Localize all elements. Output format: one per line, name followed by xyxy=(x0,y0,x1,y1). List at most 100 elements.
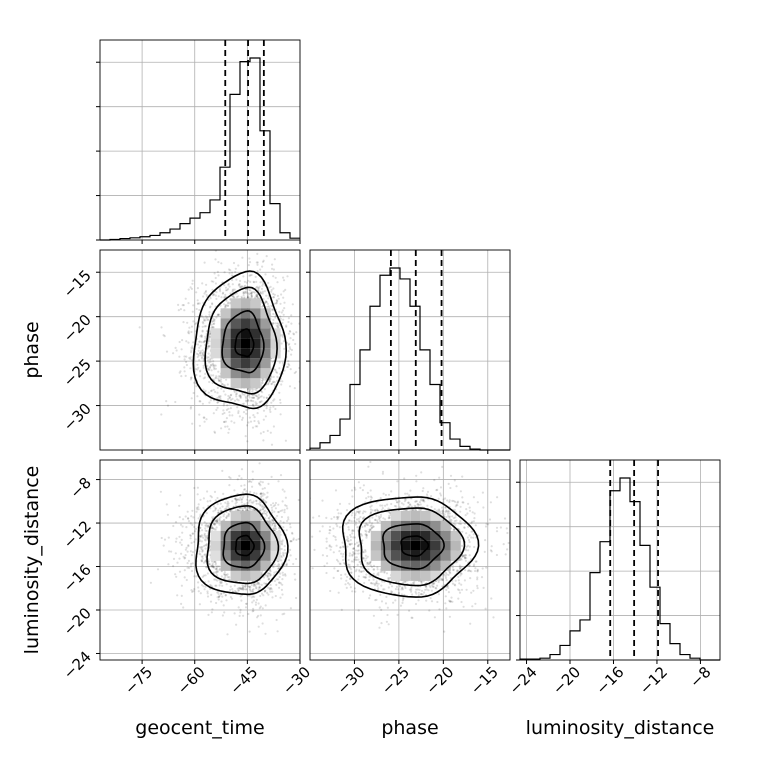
density-cell xyxy=(390,530,401,541)
density-cell xyxy=(380,530,391,541)
density-cell xyxy=(240,540,251,551)
y-tick-label-phase-1: −25 xyxy=(60,355,95,390)
x-axis-label-geocent_time: geocent_time xyxy=(135,717,264,739)
density-cell xyxy=(270,540,281,551)
density-cell xyxy=(220,550,231,561)
density-cell xyxy=(230,570,241,581)
contour-3 xyxy=(195,493,289,596)
density-cell xyxy=(250,510,261,521)
density-cell xyxy=(260,308,271,319)
contour-2 xyxy=(206,505,280,585)
density-cell xyxy=(420,530,431,541)
density-panel-geocent_time-luminosity_distance xyxy=(96,459,301,664)
density-cell xyxy=(240,520,251,531)
density-cell xyxy=(250,560,261,571)
x-tick-label-phase-0: −30 xyxy=(333,663,368,698)
density-cell xyxy=(230,308,241,319)
density-cell xyxy=(260,540,271,551)
density-cell xyxy=(410,510,421,521)
density-cell xyxy=(210,550,221,561)
density-cell xyxy=(240,338,251,349)
density-cell xyxy=(240,358,251,369)
x-tick-label-luminosity_distance-3: −12 xyxy=(636,663,671,698)
density-cell xyxy=(420,510,431,521)
density-cell xyxy=(270,338,281,349)
density-cell xyxy=(230,520,241,531)
panel-frame xyxy=(99,39,301,241)
density-cell xyxy=(430,560,441,571)
density-cell xyxy=(250,318,261,329)
x-tick-label-geocent_time-3: −30 xyxy=(279,663,314,698)
density-cell xyxy=(240,308,251,319)
x-tick-label-phase-3: −15 xyxy=(467,663,502,698)
density-cell xyxy=(270,550,281,561)
density-cell xyxy=(210,530,221,541)
density-cell xyxy=(400,530,411,541)
density-cell xyxy=(270,348,281,359)
density-cell xyxy=(240,570,251,581)
x-tick-label-luminosity_distance-0: −24 xyxy=(506,663,541,698)
density-cell xyxy=(250,328,261,339)
density-cell xyxy=(220,368,231,379)
histogram-panel-phase xyxy=(306,249,511,454)
density-cell xyxy=(220,348,231,359)
density-cell xyxy=(440,550,451,561)
contour-3 xyxy=(192,270,288,410)
density-cell xyxy=(430,510,441,521)
density-cell xyxy=(420,540,431,551)
density-cell xyxy=(230,358,241,369)
density-cell xyxy=(390,540,401,551)
density-cell xyxy=(250,298,261,309)
density-cell xyxy=(230,510,241,521)
density-cell xyxy=(260,318,271,329)
histogram-step-luminosity_distance xyxy=(519,477,720,661)
density-cell xyxy=(260,530,271,541)
density-cell xyxy=(410,560,421,571)
y-tick-label-phase-3: −15 xyxy=(60,266,95,301)
y-tick-label-phase-0: −30 xyxy=(60,400,95,435)
density-cell xyxy=(440,530,451,541)
density-cell xyxy=(250,308,261,319)
density-cell xyxy=(250,358,261,369)
density-cell xyxy=(220,520,231,531)
density-cell xyxy=(210,348,221,359)
density-panel-phase-luminosity_distance xyxy=(309,459,511,664)
x-tick-label-luminosity_distance-1: −20 xyxy=(549,663,584,698)
density-cell xyxy=(230,348,241,359)
density-cell xyxy=(260,520,271,531)
density-cell xyxy=(260,560,271,571)
x-axis-label-phase: phase xyxy=(381,717,438,739)
density-cell xyxy=(450,540,461,551)
density-cell xyxy=(400,560,411,571)
x-tick-label-luminosity_distance-4: −8 xyxy=(686,663,714,691)
contour-0 xyxy=(234,328,255,358)
density-cell xyxy=(260,328,271,339)
histogram-step-phase xyxy=(309,267,510,451)
density-cell xyxy=(420,550,431,561)
contour-1 xyxy=(221,309,265,374)
density-cell xyxy=(380,540,391,551)
density-cell xyxy=(240,298,251,309)
panel-frame xyxy=(519,459,721,661)
contour-2 xyxy=(204,286,278,395)
panel-frame xyxy=(309,249,511,451)
density-cell xyxy=(260,358,271,369)
density-cell xyxy=(450,550,461,561)
density-cell xyxy=(370,540,381,551)
density-cell xyxy=(230,328,241,339)
density-cell xyxy=(430,550,441,561)
density-cell xyxy=(210,540,221,551)
density-cell xyxy=(430,570,441,581)
y-tick-label-luminosity_distance-3: −12 xyxy=(60,517,95,552)
x-tick-label-phase-2: −20 xyxy=(422,663,457,698)
density-cell xyxy=(250,348,261,359)
density-cell xyxy=(230,378,241,389)
density-cell xyxy=(220,530,231,541)
density-cell xyxy=(260,550,271,561)
density-cell xyxy=(230,550,241,561)
density-cell xyxy=(260,338,271,349)
density-cell xyxy=(230,368,241,379)
density-cell xyxy=(400,570,411,581)
density-cell xyxy=(240,348,251,359)
density-cell xyxy=(410,520,421,531)
